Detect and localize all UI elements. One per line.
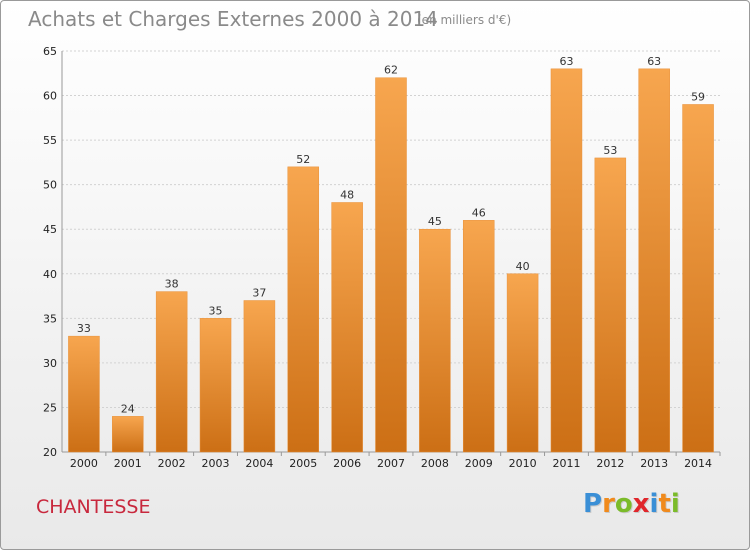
commune-name: CHANTESSE	[36, 496, 151, 518]
bar-value-label: 63	[559, 55, 573, 68]
bar	[506, 273, 539, 453]
bar-value-label: 48	[340, 188, 354, 201]
x-tick-label: 2003	[202, 457, 230, 470]
logo-letter: x	[632, 489, 650, 519]
bar-value-label: 35	[209, 304, 223, 317]
x-tick-label: 2001	[114, 457, 142, 470]
labels: 20 25 30 35 40 45 50 55 60 65 33 2000 24 2001 38 2002 35…	[43, 45, 712, 470]
y-tick-label: 25	[43, 401, 57, 414]
x-tick-label: 2012	[596, 457, 624, 470]
bar-value-label: 59	[691, 90, 705, 103]
y-tick-label: 40	[43, 268, 57, 281]
y-tick-label: 50	[43, 179, 57, 192]
logo-letter: o	[614, 489, 633, 519]
bar-value-label: 37	[252, 287, 266, 300]
x-tick-label: 2000	[70, 457, 98, 470]
x-tick-label: 2014	[684, 457, 712, 470]
y-tick-label: 35	[43, 312, 57, 325]
x-tick-label: 2007	[377, 457, 405, 470]
chart-subtitle: (en milliers d'€)	[417, 13, 512, 27]
bar	[243, 300, 276, 453]
bar	[419, 228, 451, 453]
bar-value-label: 38	[165, 278, 179, 291]
x-tick-label: 2004	[245, 457, 273, 470]
bar	[550, 68, 583, 453]
bar	[638, 68, 670, 453]
bar-value-label: 46	[472, 206, 486, 219]
bar-value-label: 33	[77, 322, 91, 335]
y-tick-label: 20	[43, 446, 57, 459]
bar	[462, 220, 495, 453]
bar-value-label: 62	[384, 64, 398, 77]
x-tick-label: 2010	[509, 457, 537, 470]
logo-letter: i	[670, 489, 680, 519]
bar	[594, 157, 627, 453]
bar	[287, 166, 320, 453]
bar-value-label: 52	[296, 153, 310, 166]
y-tick-label: 45	[43, 223, 57, 236]
logo-letter: i	[649, 489, 659, 519]
bars	[68, 68, 714, 453]
bar-value-label: 24	[121, 402, 135, 415]
logo-letter: t	[658, 489, 671, 519]
x-tick-label: 2008	[421, 457, 449, 470]
x-tick-label: 2005	[289, 457, 317, 470]
bar	[155, 291, 188, 453]
bar-value-label: 40	[516, 260, 530, 273]
x-tick-label: 2011	[552, 457, 580, 470]
chart-title: Achats et Charges Externes 2000 à 2014	[28, 7, 438, 31]
bar-value-label: 63	[647, 55, 661, 68]
x-tick-label: 2006	[333, 457, 361, 470]
y-tick-label: 65	[43, 45, 57, 58]
bar	[682, 104, 714, 453]
bar	[375, 77, 407, 453]
bar-value-label: 53	[603, 144, 617, 157]
x-tick-label: 2009	[465, 457, 493, 470]
y-tick-label: 60	[43, 90, 57, 103]
proxiti-logo[interactable]: Proxiti	[583, 489, 680, 519]
logo-letter: P	[583, 489, 603, 519]
x-tick-label: 2002	[158, 457, 186, 470]
y-tick-label: 30	[43, 357, 57, 370]
bar-value-label: 45	[428, 215, 442, 228]
bar	[68, 335, 100, 453]
x-tick-label: 2013	[640, 457, 668, 470]
y-tick-label: 55	[43, 134, 57, 147]
bar	[199, 318, 232, 453]
logo-letter: r	[602, 489, 615, 519]
bar	[331, 202, 363, 453]
bar	[112, 416, 144, 453]
